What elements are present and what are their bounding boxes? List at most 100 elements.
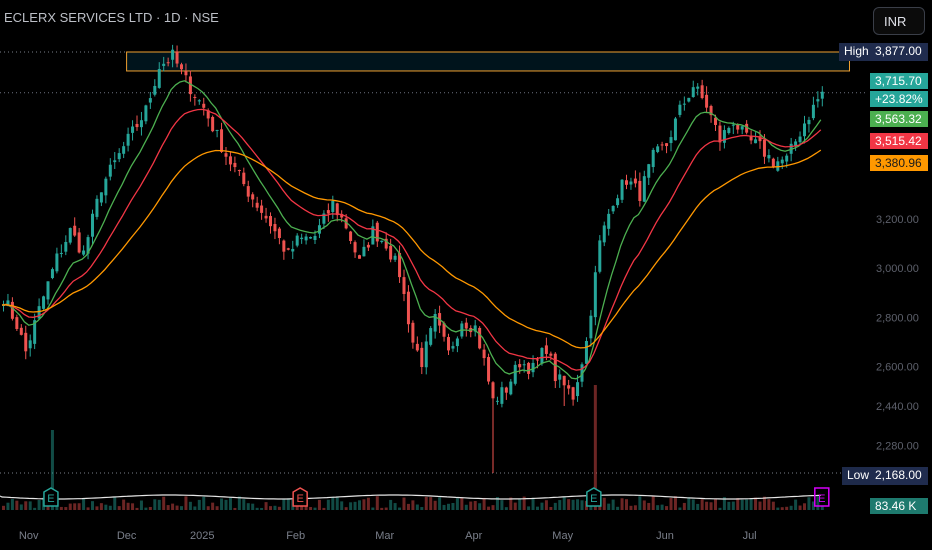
volume-bar [286, 498, 290, 510]
candle [269, 212, 272, 234]
candle [228, 151, 232, 172]
candle [171, 44, 175, 68]
volume-bar [384, 507, 388, 510]
volume-bar [669, 497, 673, 510]
candle [282, 239, 286, 260]
volume-bar [211, 502, 215, 510]
volume-bar [740, 499, 744, 510]
ma-mid-line [1, 108, 822, 371]
candle [68, 227, 72, 245]
volume-bar [153, 499, 157, 510]
volume-bar [816, 496, 820, 510]
volume-bar [33, 507, 37, 510]
candle [665, 143, 669, 154]
ma-slow-tag: 3,380.96 [870, 155, 928, 171]
volume-bar [322, 507, 326, 510]
candle [469, 325, 473, 338]
candle [28, 334, 32, 357]
candle [251, 192, 255, 208]
candle [678, 100, 682, 118]
volume-bar [651, 496, 655, 510]
candle [393, 253, 397, 262]
volume-bar [656, 505, 660, 510]
volume-bar [202, 496, 206, 510]
volume-bar [264, 502, 268, 510]
candle [366, 242, 370, 251]
candle [811, 96, 815, 121]
currency-button[interactable]: INR [873, 7, 925, 35]
candle [415, 336, 419, 352]
candle [50, 267, 54, 280]
candle [633, 170, 637, 188]
volume-bar [531, 497, 535, 510]
volume-bar [727, 501, 731, 510]
volume-bar [562, 497, 566, 510]
candle [629, 177, 633, 190]
volume-bar [122, 499, 126, 510]
candle [776, 156, 780, 172]
volume-bar [473, 501, 477, 510]
volume-bar [340, 501, 344, 510]
candle [255, 196, 259, 212]
earnings-marker[interactable]: E [292, 487, 308, 507]
earnings-marker[interactable]: E [814, 487, 830, 507]
volume-bar [171, 503, 175, 510]
candle [197, 99, 201, 105]
volume-bar [380, 507, 384, 510]
candle [576, 374, 580, 402]
candle [682, 96, 686, 111]
candle [99, 192, 103, 207]
candle [478, 326, 482, 350]
candle [233, 156, 237, 173]
candle [558, 369, 562, 388]
candle [73, 217, 77, 237]
candle [798, 131, 802, 146]
volume-bar [509, 497, 513, 510]
volume-bar [117, 506, 121, 510]
volume-bar [665, 506, 669, 510]
volume-bar [522, 496, 526, 510]
volume-bar [366, 497, 370, 510]
volume-bar [99, 503, 103, 510]
candle [246, 180, 250, 203]
candle [157, 62, 161, 89]
volume-bar [544, 500, 548, 510]
candle [371, 219, 375, 245]
ma-fast-tag: 3,563.32 [870, 111, 928, 127]
candle [406, 285, 410, 333]
volume-bar [611, 499, 615, 510]
volume-bar [451, 502, 455, 510]
candle [402, 269, 406, 302]
volume-bar [215, 506, 219, 510]
volume-bar [820, 505, 824, 510]
earnings-marker[interactable]: E [43, 487, 59, 507]
volume-bar [660, 504, 664, 510]
earnings-marker[interactable]: E [586, 487, 602, 507]
volume-bar [131, 503, 135, 510]
volume-bar [139, 500, 143, 510]
candle [304, 233, 308, 245]
candle [15, 314, 19, 332]
volume-bar [438, 497, 442, 510]
candle [375, 220, 379, 247]
candle [700, 79, 704, 100]
volume-bar [2, 505, 5, 510]
candle [91, 209, 94, 246]
candle [277, 226, 281, 245]
volume-bar [233, 507, 237, 510]
volume-bar [269, 506, 272, 510]
candle [144, 104, 148, 125]
volume-bar [767, 499, 771, 510]
volume-bar [82, 498, 86, 510]
candle [807, 116, 811, 133]
volume-bar [6, 502, 10, 510]
volume-bar [700, 499, 704, 510]
volume-bar [576, 499, 580, 510]
volume-bar [73, 503, 77, 510]
candle [607, 208, 611, 236]
volume-bar [237, 496, 241, 510]
candle [451, 341, 455, 352]
volume-bar [553, 502, 557, 510]
candle [331, 195, 335, 219]
